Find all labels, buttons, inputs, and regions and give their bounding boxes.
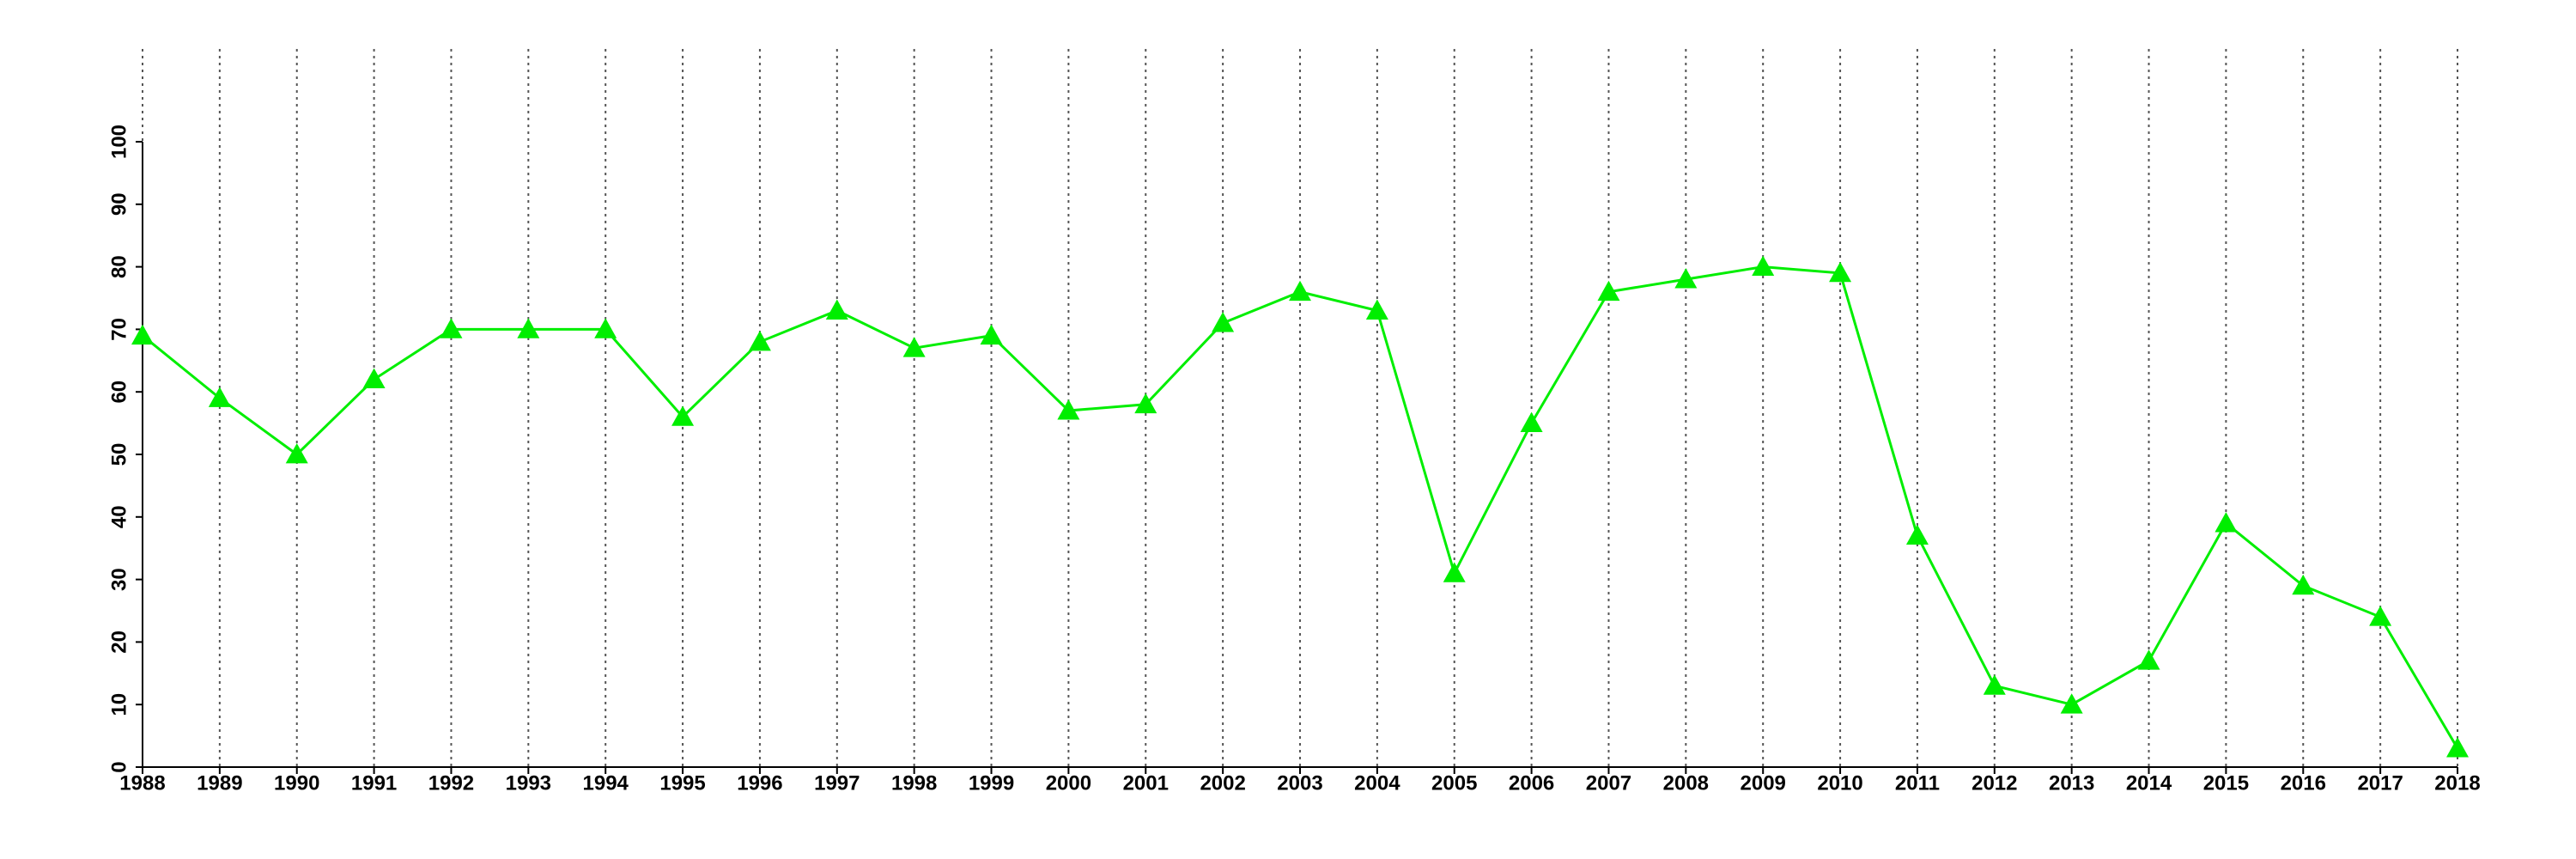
y-tick-label: 50 [107,443,131,466]
y-tick-label: 40 [107,505,131,528]
x-tick-label: 1999 [969,771,1014,795]
marker [1212,312,1235,332]
x-tick-label: 1997 [814,771,860,795]
marker [440,318,463,338]
marker [1597,280,1620,302]
x-tick-label: 2017 [2357,771,2403,795]
marker [2137,649,2160,670]
x-tick-label: 1995 [659,771,705,795]
x-tick-label: 1992 [428,771,474,795]
marker [1752,255,1775,276]
marker [1365,299,1388,320]
x-tick-label: 2008 [1663,771,1709,795]
x-tick-label: 2012 [1971,771,2017,795]
x-tick-label: 2007 [1586,771,1631,795]
x-tick-label: 2006 [1509,771,1554,795]
marker [825,299,848,320]
marker [1289,280,1311,302]
marker [1134,393,1157,414]
x-tick-label: 2004 [1354,771,1400,795]
marker [2215,512,2238,533]
x-tick-label: 2011 [1895,771,1940,795]
y-tick-label: 80 [107,255,131,278]
marker [131,324,154,345]
marker [1443,562,1466,582]
marker [2446,737,2469,758]
marker [594,318,617,338]
y-tick-label: 70 [107,318,131,341]
x-tick-label: 2018 [2434,771,2480,795]
y-tick-label: 60 [107,381,131,404]
marker [980,324,1003,345]
y-tick-label: 10 [107,693,131,716]
x-tick-label: 1996 [737,771,782,795]
y-tick-label: 90 [107,192,131,216]
x-tick-label: 1994 [583,771,629,795]
marker [671,405,695,426]
marker [2292,574,2315,595]
x-tick-label: 2013 [2049,771,2094,795]
x-tick-label: 1991 [351,771,397,795]
marker [748,330,771,351]
marker [1520,411,1543,432]
marker [2060,693,2083,714]
y-tick-label: 100 [107,125,131,159]
marker [285,443,308,464]
marker [1829,261,1852,283]
x-tick-label: 2014 [2126,771,2172,795]
x-tick-label: 1993 [506,771,551,795]
x-tick-label: 2015 [2203,771,2249,795]
x-tick-label: 1998 [891,771,937,795]
x-tick-label: 1989 [197,771,242,795]
marker [1983,674,2006,695]
x-tick-label: 2000 [1046,771,1091,795]
x-tick-label: 2003 [1277,771,1322,795]
x-tick-label: 2002 [1200,771,1245,795]
marker [902,337,926,357]
marker [1905,524,1929,545]
x-tick-label: 2009 [1741,771,1786,795]
x-tick-label: 2010 [1817,771,1862,795]
marker [1057,399,1080,420]
x-tick-label: 2001 [1123,771,1169,795]
y-tick-label: 30 [107,568,131,591]
marker [1674,268,1698,289]
marker [208,387,231,407]
marker [517,318,540,338]
x-tick-label: 1990 [274,771,319,795]
marker [362,368,386,389]
y-tick-label: 0 [107,761,131,772]
x-tick-label: 2016 [2281,771,2326,795]
x-tick-label: 2005 [1431,771,1477,795]
y-tick-label: 20 [107,631,131,654]
marker [2369,606,2392,626]
x-tick-label: 1988 [119,771,165,795]
